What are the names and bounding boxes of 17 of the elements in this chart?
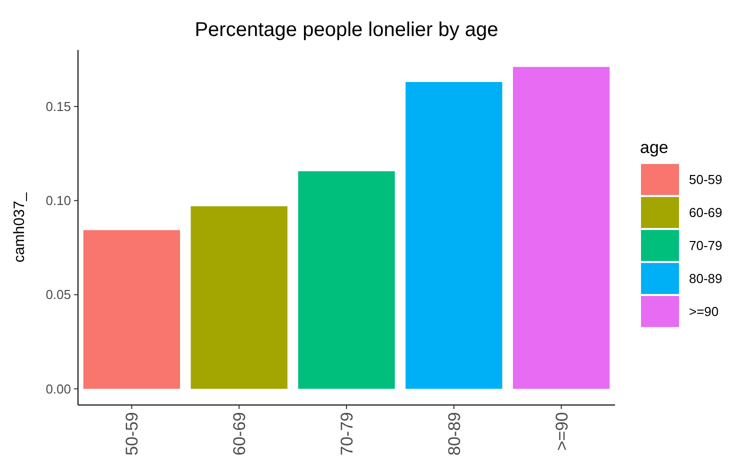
legend-label: 70-79 xyxy=(689,238,722,254)
y-axis-title: camh037_ xyxy=(11,192,28,263)
chart-title: Percentage people lonelier by age xyxy=(194,19,498,41)
y-tick-label: 0.10 xyxy=(46,193,71,208)
y-tick-label: 0.05 xyxy=(46,287,71,302)
x-tick-label: 70-79 xyxy=(337,412,356,456)
x-tick-label: 50-59 xyxy=(122,412,142,456)
x-tick-label: 60-69 xyxy=(230,412,250,456)
x-tick-label: 80-89 xyxy=(444,412,464,456)
legend-label: 80-89 xyxy=(689,271,722,286)
x-tick-label: >=90 xyxy=(552,412,572,451)
legend-label: >=90 xyxy=(689,304,719,320)
legend-title: age xyxy=(640,138,668,157)
y-tick-label: 0.00 xyxy=(46,381,71,396)
legend-label: 50-59 xyxy=(689,172,722,188)
y-tick-label: 0.15 xyxy=(46,99,71,114)
legend-label: 60-69 xyxy=(689,205,722,220)
